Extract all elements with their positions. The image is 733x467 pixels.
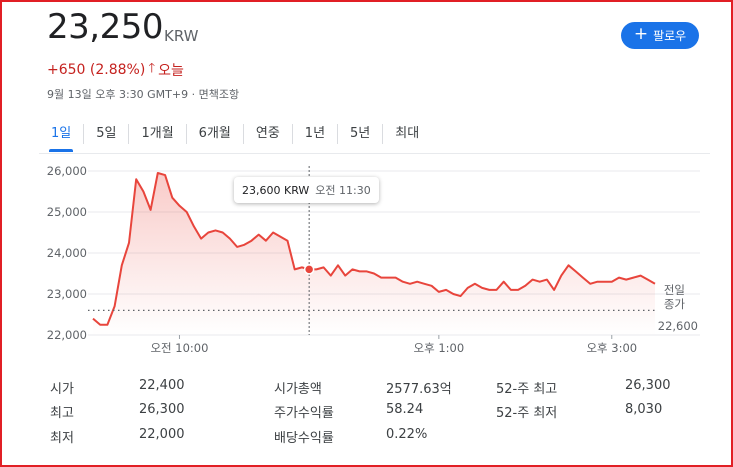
tab-1d[interactable]: 1일 <box>39 124 83 152</box>
stat-value-52w-low: 8,030 <box>625 402 663 417</box>
y-tick-label: 26,000 <box>47 164 87 178</box>
y-tick-label: 22,000 <box>47 328 87 342</box>
stat-label-dividend-yield: 배당수익률 <box>274 431 334 446</box>
stat-label-high: 최고 <box>50 406 74 421</box>
x-tick-label: 오후 3:00 <box>586 341 637 355</box>
tab-5d[interactable]: 5일 <box>83 124 128 144</box>
follow-label: 팔로우 <box>653 29 687 43</box>
stat-value-market-cap: 2577.63억 <box>386 382 452 397</box>
tab-ytd[interactable]: 연중 <box>242 124 292 144</box>
currency-label: KRW <box>164 27 199 45</box>
change-period: 오늘 <box>158 63 184 79</box>
chart-tooltip: 23,600 KRW 오전 11:30 <box>234 177 379 203</box>
x-tick-label: 오후 1:00 <box>414 341 465 355</box>
stat-value-pe-ratio: 58.24 <box>386 402 424 417</box>
prev-close-label: 종가 <box>664 297 686 311</box>
stat-label-52w-high: 52-주 최고 <box>496 382 558 397</box>
price-change: +650 (2.88%) 🡑 오늘 <box>47 59 184 81</box>
tab-max[interactable]: 최대 <box>382 124 431 144</box>
arrow-up-icon: 🡑 <box>148 61 156 76</box>
tab-6m[interactable]: 6개월 <box>185 124 243 144</box>
price-line <box>92 172 656 326</box>
y-tick-label: 25,000 <box>47 205 87 219</box>
stat-label-pe-ratio: 주가수익률 <box>274 406 334 421</box>
price-area <box>93 173 655 335</box>
stat-label-market-cap: 시가총액 <box>274 382 322 397</box>
y-tick-label: 23,000 <box>47 287 87 301</box>
x-tick-label: 오전 10:00 <box>150 341 208 355</box>
stat-value-dividend-yield: 0.22% <box>386 427 428 442</box>
stat-value-open: 22,400 <box>139 378 185 393</box>
tab-1y[interactable]: 1년 <box>291 124 337 144</box>
change-value: +650 (2.88%) <box>47 62 146 78</box>
tooltip-time: 오전 11:30 <box>315 184 371 197</box>
stat-label-low: 최저 <box>50 431 74 446</box>
follow-button[interactable]: + 팔로우 <box>621 22 699 49</box>
quote-timestamp[interactable]: 9월 13일 오후 3:30 GMT+9 · 면책조항 <box>47 88 240 101</box>
time-range-tabs: 1일 5일 1개월 6개월 연중 1년 5년 최대 <box>39 120 431 152</box>
tabs-divider <box>39 153 710 154</box>
stat-value-52w-high: 26,300 <box>625 378 671 393</box>
tooltip-price: 23,600 KRW <box>242 183 310 197</box>
y-tick-label: 24,000 <box>47 246 87 260</box>
tab-1m[interactable]: 1개월 <box>128 124 185 144</box>
prev-close-value: 22,600 <box>658 319 698 333</box>
cursor-dot <box>303 264 315 275</box>
stat-label-open: 시가 <box>50 382 74 397</box>
tab-5y[interactable]: 5년 <box>337 124 382 144</box>
plus-icon: + <box>633 24 649 44</box>
stat-value-high: 26,300 <box>139 402 185 417</box>
stat-value-low: 22,000 <box>139 427 185 442</box>
stat-label-52w-low: 52-주 최저 <box>496 406 558 421</box>
stock-price: 23,250 <box>47 7 163 47</box>
prev-close-label: 전일 <box>664 283 685 297</box>
